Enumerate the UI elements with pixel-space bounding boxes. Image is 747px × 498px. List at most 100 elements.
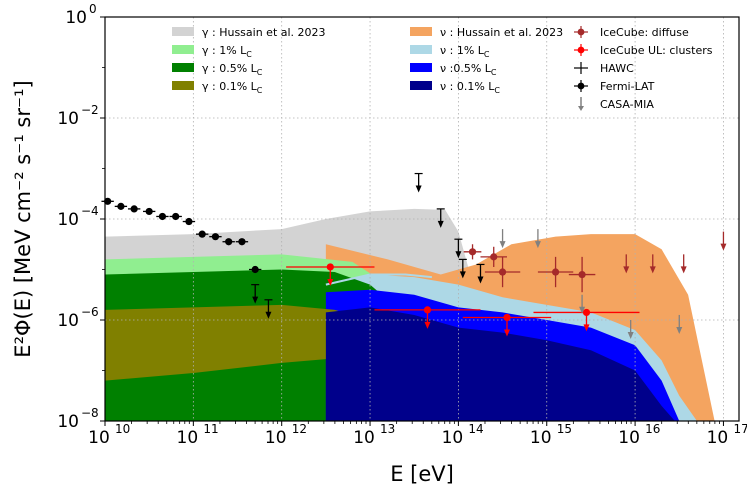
x-tick-label: 10 xyxy=(353,428,375,448)
legend-item-1-swatch xyxy=(172,45,194,54)
legend-item-0-swatch xyxy=(172,27,194,36)
legend: γ : Hussain et al. 2023 γ : 1% LC γ : 0.5%… xyxy=(172,26,713,111)
marker-icecube-ul-clusters-1-down-head xyxy=(424,321,431,329)
marker-fermi-lat-1 xyxy=(117,202,125,210)
marker-icecube-diffuse-ul--2-head xyxy=(680,266,687,274)
y-tick-label: 10 xyxy=(57,109,79,129)
legend-item-4-swatch xyxy=(410,27,432,36)
x-tick-label: 10 xyxy=(707,428,729,448)
band-top-line xyxy=(325,273,432,286)
x-tick-label: 10 xyxy=(88,428,110,448)
legend-item-8-swatch xyxy=(577,28,585,36)
x-tick-exp: 10 xyxy=(115,422,130,436)
y-axis-label: E²Φ(E) [MeV cm⁻² s⁻¹ sr⁻¹] xyxy=(11,80,35,357)
y-tick-exp: −4 xyxy=(81,204,99,218)
marker-fermi-lat-3 xyxy=(145,207,153,216)
legend-item-11-label: Fermi-LAT xyxy=(600,80,655,93)
marker-hawc-3-head xyxy=(437,220,444,228)
legend-item-1-label: γ : 1% LC xyxy=(202,44,252,59)
x-tick-exp: 15 xyxy=(557,422,572,436)
y-tick-exp: −2 xyxy=(81,103,99,117)
legend-item-9-swatch xyxy=(577,46,585,54)
marker-fermi-lat-8 xyxy=(211,233,220,241)
x-tick-exp: 16 xyxy=(645,422,660,436)
marker-hawc-0-head xyxy=(252,296,259,304)
legend-item-5-label: ν : 1% LC xyxy=(440,44,490,59)
marker-fermi-lat-10 xyxy=(238,238,246,246)
marker-icecube-ul-clusters-2-down-head xyxy=(503,329,510,337)
y-tick-label: 10 xyxy=(57,311,79,331)
marker-icecube-ul-clusters-0 xyxy=(326,263,334,271)
marker-casa-mia-1-head xyxy=(534,241,541,249)
marker-icecube-ul-clusters-0-down-head xyxy=(327,278,334,286)
marker-fermi-lat-11 xyxy=(251,265,259,274)
y-tick-exp: 0 xyxy=(89,2,97,16)
legend-item-4-label: ν : Hussain et al. 2023 xyxy=(440,26,563,39)
bands-layer xyxy=(105,208,715,421)
legend-item-7-swatch xyxy=(410,81,432,90)
legend-item-2-label: γ : 0.5% LC xyxy=(202,62,263,77)
marker-fermi-lat-6 xyxy=(185,217,193,226)
marker-icecube-diffuse-1 xyxy=(490,253,498,261)
markers-layer xyxy=(101,172,727,339)
marker-hawc-4-head xyxy=(455,251,462,259)
marker-fermi-lat-9 xyxy=(225,238,233,246)
x-tick-exp: 11 xyxy=(203,422,218,436)
legend-item-3-label: γ : 0.1% LC xyxy=(202,80,263,95)
marker-casa-mia-4-head xyxy=(676,326,683,334)
legend-item-6-label: ν :0.5% LC xyxy=(440,62,497,77)
marker-hawc-2-head xyxy=(415,185,422,193)
marker-icecube-diffuse-0 xyxy=(468,248,477,256)
marker-fermi-lat-0 xyxy=(104,197,112,205)
legend-item-10-label: HAWC xyxy=(600,62,634,75)
x-tick-label: 10 xyxy=(265,428,287,448)
legend-item-3-swatch xyxy=(172,81,194,90)
x-tick-label: 10 xyxy=(618,428,640,448)
marker-icecube-diffuse-ul--1-head xyxy=(649,266,656,274)
marker-icecube-ul-clusters-1 xyxy=(423,306,432,314)
legend-item-11-swatch xyxy=(577,82,585,90)
marker-icecube-diffuse-3 xyxy=(551,268,560,276)
marker-hawc-1-head xyxy=(265,311,272,319)
legend-item-5-swatch xyxy=(410,45,432,54)
marker-icecube-diffuse-ul--3-head xyxy=(720,243,727,251)
legend-item-12-head xyxy=(578,106,584,111)
y-tick-label: 10 xyxy=(57,210,79,230)
marker-icecube-diffuse-2 xyxy=(498,268,507,276)
marker-icecube-ul-clusters-3 xyxy=(582,308,591,317)
marker-hawc-5-head xyxy=(459,271,466,279)
marker-fermi-lat-2 xyxy=(130,205,138,213)
legend-item-12-label: CASA-MIA xyxy=(600,98,654,111)
legend-item-0-label: γ : Hussain et al. 2023 xyxy=(202,26,326,39)
y-tick-label: 10 xyxy=(65,8,87,28)
legend-item-6-swatch xyxy=(410,63,432,72)
marker-hawc-6-head xyxy=(477,276,484,284)
x-tick-exp: 17 xyxy=(733,422,747,436)
x-tick-label: 10 xyxy=(530,428,552,448)
y-tick-label: 10 xyxy=(57,412,79,432)
marker-casa-mia-3-head xyxy=(627,332,634,339)
x-tick-label: 10 xyxy=(442,428,464,448)
legend-item-2-swatch xyxy=(172,63,194,72)
x-tick-exp: 13 xyxy=(380,422,395,436)
marker-fermi-lat-4 xyxy=(158,212,167,221)
y-tick-exp: −6 xyxy=(81,305,99,319)
band-7 xyxy=(325,307,675,421)
legend-item-9-label: IceCube UL: clusters xyxy=(600,44,713,57)
x-tick-exp: 12 xyxy=(292,422,307,436)
marker-casa-mia-0-head xyxy=(499,241,506,249)
marker-fermi-lat-7 xyxy=(198,230,206,238)
legend-item-8-label: IceCube: diffuse xyxy=(600,26,689,39)
marker-icecube-ul-clusters-2 xyxy=(503,313,511,322)
marker-icecube-diffuse-ul--0-head xyxy=(623,266,630,274)
legend-item-7-label: ν : 0.1% LC xyxy=(440,80,500,95)
marker-icecube-diffuse-4 xyxy=(578,270,586,279)
x-tick-exp: 14 xyxy=(468,422,483,436)
marker-icecube-ul-clusters-3-down-head xyxy=(583,324,590,332)
y-tick-exp: −8 xyxy=(81,406,99,420)
marker-casa-mia-2-head xyxy=(579,306,586,314)
x-axis-label: E [eV] xyxy=(390,462,454,486)
x-tick-label: 10 xyxy=(177,428,199,448)
